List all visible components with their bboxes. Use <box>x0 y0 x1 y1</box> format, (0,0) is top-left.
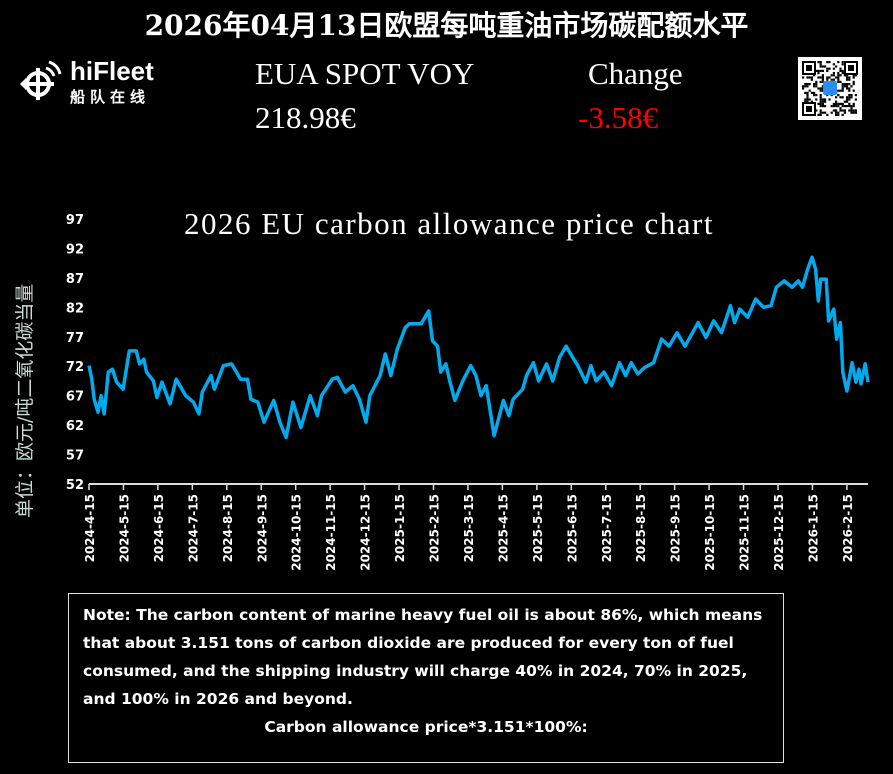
x-tick-label: 2024-9-15 <box>255 494 269 562</box>
logo-text: hiFleet <box>70 56 154 86</box>
x-tick-label: 2025-11-15 <box>738 494 752 571</box>
eua-label: EUA SPOT VOY <box>255 56 475 91</box>
x-tick-label: 2025-10-15 <box>703 494 717 571</box>
x-tick-label: 2025-1-15 <box>393 494 407 562</box>
x-tick-label: 2024-5-15 <box>117 494 131 562</box>
x-tick-label: 2025-5-15 <box>531 494 545 562</box>
y-tick-label: 77 <box>66 331 84 346</box>
x-tick-label: 2025-9-15 <box>669 494 683 562</box>
chart-title: 2026 EU carbon allowance price chart <box>184 206 714 241</box>
x-tick-label: 2025-12-15 <box>772 494 786 571</box>
x-tick-label: 2025-8-15 <box>634 494 648 562</box>
x-tick-label: 2026-2-15 <box>841 494 855 562</box>
y-tick-label: 92 <box>66 242 84 257</box>
y-tick-label: 62 <box>66 419 84 434</box>
page-title: 2026年04月13日欧盟每吨重油市场碳配额水平 <box>144 9 749 42</box>
note-box: Note: The carbon content of marine heavy… <box>68 593 784 763</box>
y-tick-label: 57 <box>66 449 84 464</box>
qr-code <box>798 57 862 120</box>
x-tick-label: 2024-10-15 <box>290 494 304 571</box>
x-tick-label: 2026-1-15 <box>806 494 820 562</box>
note-text: Note: The carbon content of marine heavy… <box>83 606 763 708</box>
y-tick-label: 52 <box>66 478 84 493</box>
x-tick-label: 2024-11-15 <box>324 494 338 571</box>
x-tick-label: 2024-6-15 <box>152 494 166 562</box>
change-value: -3.58€ <box>578 100 659 135</box>
x-tick-label: 2025-7-15 <box>600 494 614 562</box>
x-tick-label: 2024-8-15 <box>221 494 235 562</box>
logo-subtext: 船队在线 <box>70 88 151 106</box>
x-tick-label: 2025-6-15 <box>565 494 579 562</box>
x-tick-label: 2025-3-15 <box>462 494 476 562</box>
x-tick-label: 2024-7-15 <box>186 494 200 562</box>
price-line <box>87 255 870 440</box>
x-tick-label: 2025-4-15 <box>496 494 510 562</box>
y-tick-label: 72 <box>66 360 84 375</box>
change-label: Change <box>588 56 683 91</box>
x-tick-label: 2025-2-15 <box>428 494 442 562</box>
qr-code-icon <box>802 61 858 116</box>
note-formula: Carbon allowance price*3.151*100%: <box>264 718 588 736</box>
y-tick-label: 97 <box>66 213 84 228</box>
x-tick-label: 2024-12-15 <box>359 494 373 571</box>
x-tick-label: 2024-4-15 <box>83 494 97 562</box>
y-tick-label: 67 <box>66 390 84 405</box>
hifleet-logo: hiFleet 船队在线 <box>18 58 178 108</box>
y-tick-label: 87 <box>66 272 84 287</box>
eua-value: 218.98€ <box>255 100 356 135</box>
logo-icon <box>20 60 62 100</box>
y-tick-label: 82 <box>66 301 84 316</box>
